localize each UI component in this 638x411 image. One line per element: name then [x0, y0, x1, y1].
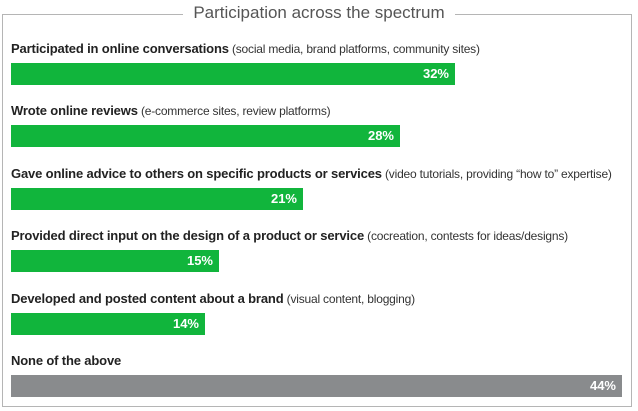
bar-value-label: 21% — [270, 191, 297, 206]
category-label: Gave online advice to others on specific… — [11, 166, 612, 182]
category-label: Wrote online reviews (e-commerce sites, … — [11, 103, 331, 119]
category-label: Participated in online conversations (so… — [11, 41, 480, 57]
bar: 14% — [11, 313, 205, 335]
chart-title: Participation across the spectrum — [0, 2, 638, 24]
category-label-main: None of the above — [11, 353, 122, 368]
category-label-main: Provided direct input on the design of a… — [11, 228, 365, 243]
bar-value-label: 32% — [422, 66, 449, 81]
category-label-note: (cocreation, contests for ideas/designs) — [364, 229, 568, 243]
bar-value-label: 15% — [186, 253, 213, 268]
bar-value-label: 28% — [367, 128, 394, 143]
bar: 21% — [11, 188, 303, 210]
bar: 44% — [11, 375, 622, 397]
category-label-note: (visual content, blogging) — [283, 292, 415, 306]
category-label: Provided direct input on the design of a… — [11, 228, 568, 244]
bar: 32% — [11, 63, 455, 85]
category-label-main: Developed and posted content about a bra… — [11, 291, 284, 306]
category-label-main: Wrote online reviews — [11, 103, 138, 118]
bar-value-label: 14% — [172, 316, 199, 331]
category-label-note: (video tutorials, providing “how to” exp… — [381, 167, 612, 181]
category-label-main: Participated in online conversations — [11, 41, 229, 56]
bar: 28% — [11, 125, 400, 147]
chart-title-text: Participation across the spectrum — [183, 3, 455, 22]
bar-value-label: 44% — [589, 378, 616, 393]
category-label: Developed and posted content about a bra… — [11, 291, 415, 307]
bar: 15% — [11, 250, 219, 272]
category-label: None of the above — [11, 353, 121, 369]
category-label-note: (e-commerce sites, review platforms) — [137, 104, 331, 118]
category-label-main: Gave online advice to others on specific… — [11, 166, 382, 181]
category-label-note: (social media, brand platforms, communit… — [228, 42, 480, 56]
